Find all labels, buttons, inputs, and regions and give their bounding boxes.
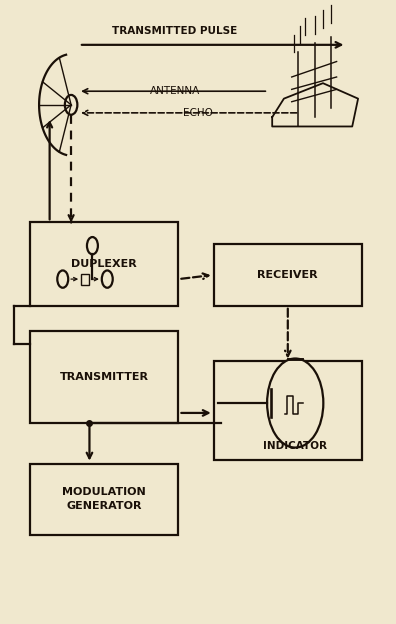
Text: TRANSMITTED PULSE: TRANSMITTED PULSE xyxy=(112,26,237,36)
Circle shape xyxy=(57,270,68,288)
Bar xyxy=(30,464,179,535)
Text: MODULATION
GENERATOR: MODULATION GENERATOR xyxy=(63,487,146,510)
Bar xyxy=(30,222,179,306)
Text: TRANSMITTER: TRANSMITTER xyxy=(60,372,149,382)
Circle shape xyxy=(267,359,323,447)
Bar xyxy=(213,244,362,306)
Text: ANTENNA: ANTENNA xyxy=(149,86,200,96)
Circle shape xyxy=(102,270,113,288)
Circle shape xyxy=(87,237,98,255)
Text: DUPLEXER: DUPLEXER xyxy=(71,259,137,269)
Text: ECHO: ECHO xyxy=(183,108,213,118)
Bar xyxy=(81,273,89,285)
Text: INDICATOR: INDICATOR xyxy=(263,441,327,451)
Bar xyxy=(213,361,362,461)
Text: RECEIVER: RECEIVER xyxy=(257,270,318,280)
Bar xyxy=(30,331,179,423)
Circle shape xyxy=(65,95,77,115)
